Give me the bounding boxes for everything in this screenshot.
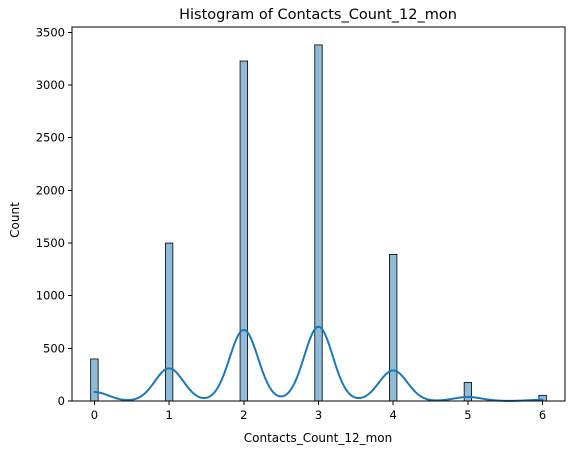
chart-title: Histogram of Contacts_Count_12_mon bbox=[179, 7, 457, 23]
histogram-bar-2 bbox=[239, 60, 248, 402]
y-tick-label-2500: 2500 bbox=[36, 131, 65, 145]
kde-curve bbox=[93, 325, 544, 402]
y-tick-label-3500: 3500 bbox=[36, 25, 65, 39]
x-tick-label-1: 1 bbox=[165, 408, 172, 422]
histogram-bar-3 bbox=[314, 44, 323, 402]
x-tick-label-0: 0 bbox=[91, 408, 98, 422]
y-tick-label-3000: 3000 bbox=[36, 78, 65, 92]
y-tick-label-500: 500 bbox=[43, 341, 65, 355]
histogram-bar-4 bbox=[389, 253, 398, 402]
x-tick-label-3: 3 bbox=[315, 408, 322, 422]
y-tick-label-2000: 2000 bbox=[36, 183, 65, 197]
histogram-bar-1 bbox=[164, 242, 174, 402]
histogram-bar-5 bbox=[463, 382, 473, 402]
y-tick-label-1000: 1000 bbox=[36, 289, 65, 303]
plot-frame bbox=[71, 26, 566, 402]
y-tick-label-1500: 1500 bbox=[36, 236, 65, 250]
x-tick-label-6: 6 bbox=[539, 408, 546, 422]
bars-group bbox=[90, 44, 547, 402]
x-tick-label-2: 2 bbox=[240, 408, 247, 422]
y-tick-label-0: 0 bbox=[58, 394, 65, 408]
x-axis-label: Contacts_Count_12_mon bbox=[244, 431, 392, 445]
y-axis-ticks: 0 500 1000 1500 2000 2500 3000 3500 bbox=[36, 25, 72, 408]
y-axis-label: Count bbox=[8, 202, 22, 238]
x-axis-ticks: 0 1 2 3 4 5 6 bbox=[91, 401, 546, 422]
x-tick-label-5: 5 bbox=[464, 408, 471, 422]
histogram-bar-0 bbox=[90, 358, 99, 402]
x-tick-label-4: 4 bbox=[390, 408, 397, 422]
